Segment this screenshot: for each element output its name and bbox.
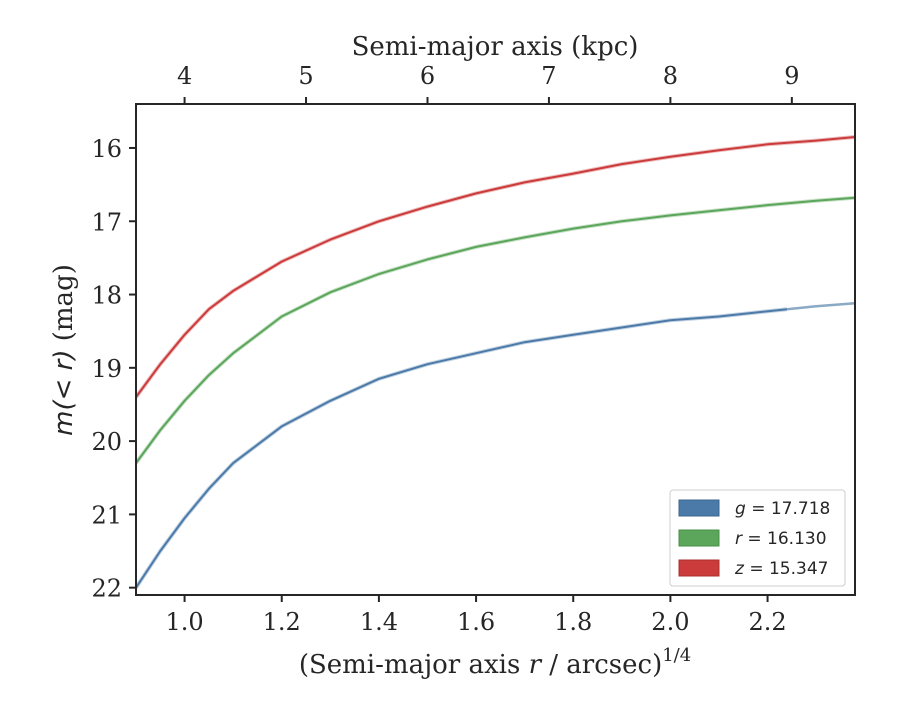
y-tick-label: 19 bbox=[91, 355, 122, 383]
series-line-1 bbox=[136, 196, 855, 464]
x-tick-label: 2.2 bbox=[748, 608, 786, 636]
legend-label-g: g = 17.718 bbox=[735, 499, 830, 519]
y-tick-label: 17 bbox=[91, 208, 122, 236]
x-axis-label: (Semi-major axis r / arcsec)1/4 bbox=[299, 645, 691, 680]
x-tick-label: 2.0 bbox=[651, 608, 689, 636]
y-tick-label: 20 bbox=[91, 428, 122, 456]
top-tick-label: 9 bbox=[784, 62, 799, 90]
y-tick-label: 18 bbox=[91, 282, 122, 310]
y-tick-label: 22 bbox=[91, 575, 122, 603]
top-tick-label: 6 bbox=[420, 62, 435, 90]
series-line-0 bbox=[136, 308, 788, 589]
axes-layer: 1.0 1.2 1.4 1.6 1.8 2.0 2.2 16 17 18 19 20 21 22 4 5 6 7 8… bbox=[91, 62, 856, 636]
legend-swatch-g bbox=[678, 499, 720, 517]
legend: g = 17.718 r = 16.130 z = 15.347 bbox=[669, 489, 846, 587]
y-tick-label: 21 bbox=[91, 501, 122, 529]
y-tick-label: 16 bbox=[91, 135, 122, 163]
x-tick-label: 1.6 bbox=[457, 608, 495, 636]
series-layer bbox=[136, 135, 855, 589]
x-tick-label: 1.4 bbox=[360, 608, 398, 636]
y-axis-label: m(< r) (mag) bbox=[49, 264, 79, 436]
top-tick-label: 8 bbox=[663, 62, 678, 90]
top-tick-label: 4 bbox=[177, 62, 192, 90]
top-axis-label: Semi-major axis (kpc) bbox=[352, 32, 639, 62]
legend-swatch-z bbox=[678, 559, 720, 577]
legend-swatch-r bbox=[678, 529, 720, 547]
x-tick-label: 1.0 bbox=[165, 608, 203, 636]
top-tick-label: 7 bbox=[541, 62, 556, 90]
series-line-2 bbox=[136, 136, 855, 398]
legend-label-z: z = 15.347 bbox=[734, 559, 828, 579]
legend-label-r: r = 16.130 bbox=[735, 529, 827, 549]
x-tick-label: 1.2 bbox=[263, 608, 301, 636]
top-tick-label: 5 bbox=[298, 62, 313, 90]
plot-area bbox=[136, 135, 855, 589]
series-line-faded-0 bbox=[786, 302, 855, 311]
axes-frame bbox=[135, 103, 856, 596]
x-tick-label: 1.8 bbox=[554, 608, 592, 636]
